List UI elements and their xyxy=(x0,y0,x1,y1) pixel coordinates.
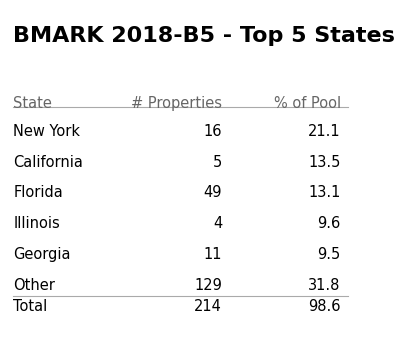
Text: Florida: Florida xyxy=(13,185,63,201)
Text: 21.1: 21.1 xyxy=(308,124,341,139)
Text: 214: 214 xyxy=(194,299,222,314)
Text: 13.1: 13.1 xyxy=(308,185,341,201)
Text: California: California xyxy=(13,155,83,170)
Text: 13.5: 13.5 xyxy=(308,155,341,170)
Text: Total: Total xyxy=(13,299,47,314)
Text: 4: 4 xyxy=(213,216,222,231)
Text: Other: Other xyxy=(13,278,55,293)
Text: % of Pool: % of Pool xyxy=(273,96,341,111)
Text: # Properties: # Properties xyxy=(131,96,222,111)
Text: 31.8: 31.8 xyxy=(308,278,341,293)
Text: 16: 16 xyxy=(204,124,222,139)
Text: State: State xyxy=(13,96,52,111)
Text: 98.6: 98.6 xyxy=(308,299,341,314)
Text: 5: 5 xyxy=(213,155,222,170)
Text: 9.5: 9.5 xyxy=(318,247,341,262)
Text: Georgia: Georgia xyxy=(13,247,71,262)
Text: 11: 11 xyxy=(204,247,222,262)
Text: Illinois: Illinois xyxy=(13,216,60,231)
Text: New York: New York xyxy=(13,124,80,139)
Text: 49: 49 xyxy=(204,185,222,201)
Text: BMARK 2018-B5 - Top 5 States: BMARK 2018-B5 - Top 5 States xyxy=(13,26,395,46)
Text: 129: 129 xyxy=(194,278,222,293)
Text: 9.6: 9.6 xyxy=(318,216,341,231)
